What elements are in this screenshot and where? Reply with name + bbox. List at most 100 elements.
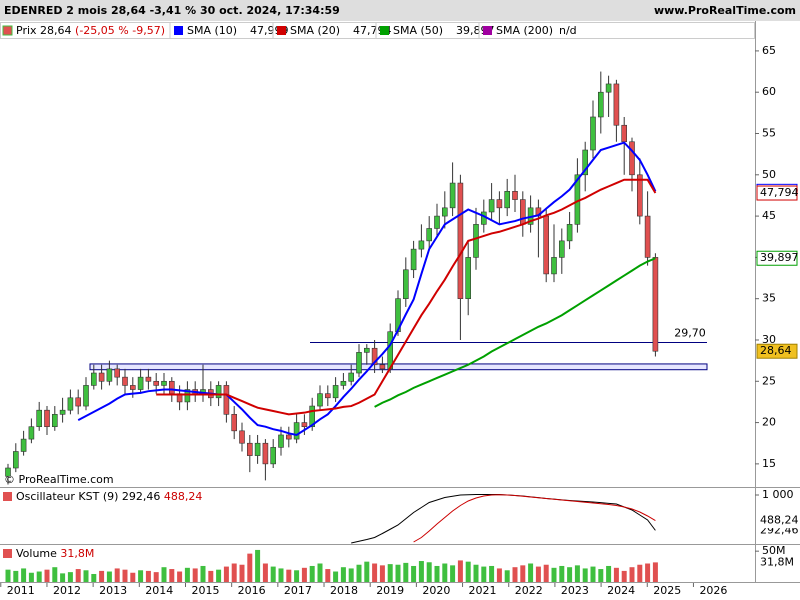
candle-body [613,83,620,126]
candle-body [340,380,347,386]
legend-swatch [3,549,12,558]
volume-bar [5,569,11,582]
y-tick-label: 15 [762,457,776,470]
candle-body [36,409,43,428]
candle-body [239,430,245,444]
header-site[interactable]: www.ProRealTime.com [654,4,796,17]
legend-label: Oscillateur KST (9) [16,490,118,503]
candle-body [169,380,175,394]
volume-bar [169,569,175,582]
volume-bar [145,570,151,582]
x-tick-label: 2015 [191,584,219,597]
candle-body [44,409,50,428]
volume-bar [496,568,502,582]
candle-body [122,376,128,386]
candle-body [558,240,565,258]
kst-line [413,494,656,543]
candle-body [582,149,589,176]
volume-bar [403,562,409,582]
volume-bar [598,569,604,582]
candle-body [247,442,253,456]
header-title: EDENRED 2 mois 28,64 -3,41 % 30 oct. 202… [4,4,340,17]
candle-body [20,438,27,452]
candle-body [597,91,604,118]
y-tick-label: 65 [762,44,776,57]
candle-body [231,414,237,432]
volume-bar [489,565,495,582]
value-tag [756,513,798,529]
candle-body [496,199,503,209]
candle-body [324,393,331,399]
watermark: © ProRealTime.com [4,473,114,486]
volume-bar [114,568,120,582]
legend-swatch [380,26,389,35]
volume-bar [348,568,354,582]
volume-bar [67,572,73,582]
support-zone [89,363,708,371]
volume-bar [512,567,518,582]
legend-swatch [2,25,13,36]
candle-body [621,124,628,143]
volume-bar [83,570,89,582]
volume-bar [91,573,97,582]
candle-body [254,442,261,456]
candle-body [629,141,635,176]
candle-body [379,364,386,370]
legend-kst: Oscillateur KST (9) 292,46 488,24 [16,490,202,503]
volume-bar [387,564,393,582]
value-tag-label: 39,897 [760,251,799,264]
volume-bar [418,561,424,582]
volume-bar [606,565,612,582]
sma-line [156,178,657,416]
volume-bar [340,567,346,582]
x-tick-label: 2023 [561,584,589,597]
candle-body [465,257,472,299]
volume-bar [473,564,479,582]
legend-value: 28,64 [40,24,72,37]
value-tag [756,343,798,359]
candle-body [512,191,518,200]
volume-bar [325,569,331,582]
volume-bar [294,570,300,582]
x-tick-label: 2017 [284,584,312,597]
volume-bar [239,564,245,582]
volume-bar [231,563,237,582]
candle-body [75,397,81,407]
value-tag-label: 31,8M [760,555,794,568]
legend-label: SMA (50) [393,24,443,37]
candle-body [223,385,230,415]
candle-body [434,215,440,229]
volume-bar [44,569,50,582]
candle-body [184,389,191,403]
volume-bar [192,568,198,582]
legend-label: SMA (200) [496,24,553,37]
candle-body [153,380,159,386]
x-tick-label: 2022 [515,584,543,597]
x-tick-label: 2011 [7,584,35,597]
candle-body [363,347,370,353]
candle-body [51,414,58,428]
candle-body [441,207,448,217]
candle-body [28,426,35,440]
candle-body [137,376,144,390]
legend-label: Prix [16,24,37,37]
candle-body [106,368,113,382]
candle-body [130,385,136,390]
volume-bar [395,564,401,582]
y-tick-label: 35 [762,292,776,305]
volume-bar [582,568,588,582]
volume-bar [613,567,619,582]
volume-bar [559,565,565,582]
volume-bar [13,570,19,582]
candle-body [5,467,11,477]
candle-body [418,240,425,250]
y-tick-label: 50M [762,544,786,557]
volume-bar [200,565,206,582]
volume-bar [216,569,222,582]
volume-bar [153,572,159,582]
x-tick-label: 2016 [238,584,266,597]
x-tick-label: 2020 [422,584,450,597]
volume-bar [262,563,268,582]
candle-body [457,182,464,299]
